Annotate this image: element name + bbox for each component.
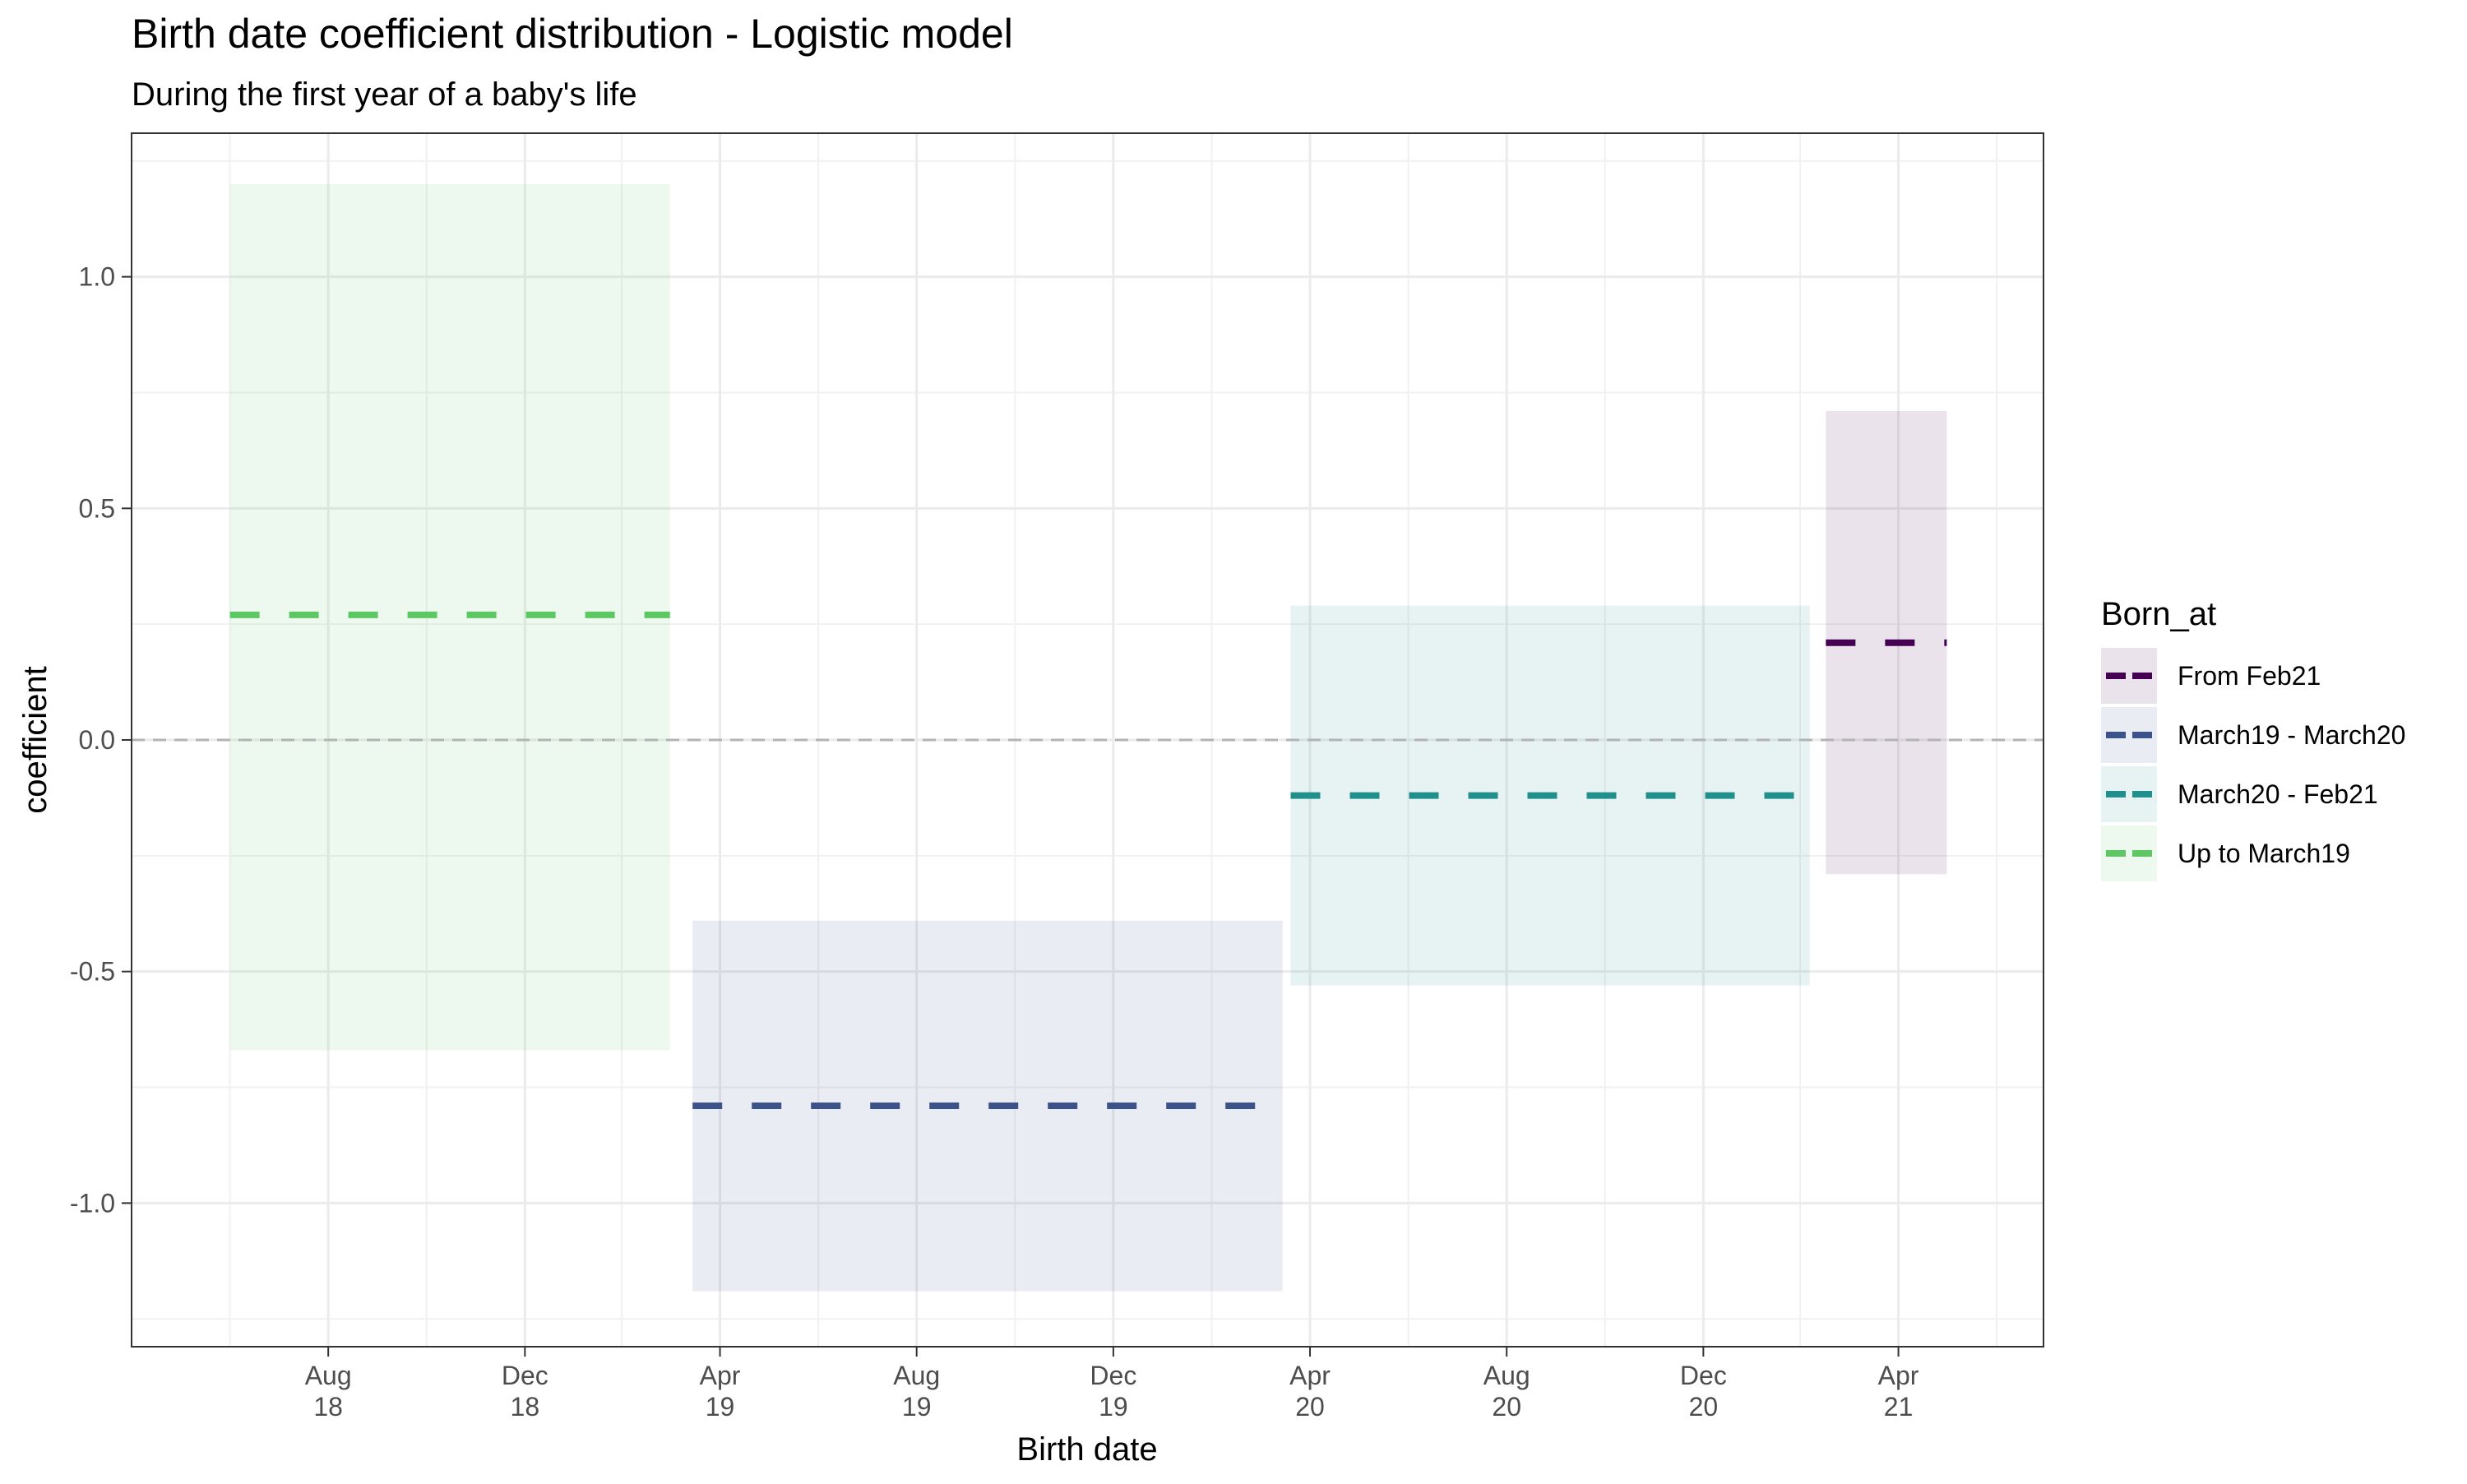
x-tick-label-month: Apr: [700, 1361, 741, 1390]
x-tick-label-year: 20: [1689, 1392, 1719, 1422]
x-tick-label-month: Apr: [1878, 1361, 1919, 1390]
x-tick-label-year: 20: [1295, 1392, 1325, 1422]
x-tick-label-month: Aug: [1483, 1361, 1530, 1390]
y-tick-label: 1.0: [79, 262, 115, 292]
x-tick-label-year: 18: [313, 1392, 343, 1422]
x-tick-label-month: Aug: [305, 1361, 352, 1390]
y-axis-label: coefficient: [17, 666, 53, 813]
x-axis: Aug18Dec18Apr19Aug19Dec19Apr20Aug20Dec20…: [305, 1347, 1919, 1422]
x-tick-label-year: 19: [902, 1392, 932, 1422]
chart-subtitle: During the first year of a baby's life: [132, 76, 637, 113]
x-tick-label-month: Dec: [1090, 1361, 1136, 1390]
x-tick-label-year: 18: [511, 1392, 540, 1422]
y-tick-label: 0.0: [79, 725, 115, 755]
x-tick-label-year: 19: [1099, 1392, 1128, 1422]
legend: Born_at From Feb21 March19 - March20 March…: [2101, 596, 2405, 881]
legend-label-2: March20 - Feb21: [2178, 779, 2378, 809]
y-tick-label: -0.5: [70, 957, 115, 987]
y-axis: 1.0 0.5 0.0 -0.5 -1.0: [70, 262, 132, 1218]
x-tick-label-year: 20: [1492, 1392, 1521, 1422]
x-tick-label-month: Dec: [1680, 1361, 1727, 1390]
legend-label-0: From Feb21: [2178, 661, 2321, 691]
chart-title: Birth date coefficient distribution - Lo…: [132, 11, 1013, 57]
legend-label-1: March19 - March20: [2178, 720, 2405, 750]
estimate-lines: [229, 611, 1947, 1110]
x-tick-label-month: Aug: [893, 1361, 940, 1390]
legend-title: Born_at: [2101, 596, 2216, 632]
x-tick-label-year: 19: [706, 1392, 735, 1422]
y-tick-label: -1.0: [70, 1188, 115, 1218]
legend-label-3: Up to March19: [2178, 839, 2350, 868]
x-tick-label-month: Dec: [502, 1361, 548, 1390]
y-tick-label: 0.5: [79, 493, 115, 523]
x-tick-label-month: Apr: [1289, 1361, 1331, 1390]
x-axis-label: Birth date: [1016, 1431, 1157, 1468]
x-tick-label-year: 21: [1884, 1392, 1914, 1422]
